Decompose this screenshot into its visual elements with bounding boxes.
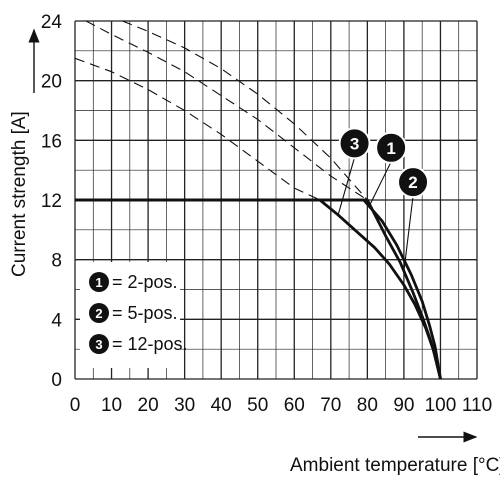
legend-item: 2 = 5-pos. — [89, 303, 178, 323]
leader-line-1 — [368, 161, 392, 207]
leader-line-3 — [337, 157, 356, 216]
leader-lines — [337, 157, 414, 272]
series-line-2-dashed — [122, 20, 368, 201]
legend-item: 3 = 12-pos. — [89, 334, 188, 354]
series-line-3-dashed — [74, 57, 321, 201]
x-tick-label: 30 — [174, 395, 195, 416]
badge-label: 3 — [350, 134, 359, 153]
x-tick-label: 70 — [320, 395, 341, 416]
badge-circle — [397, 166, 430, 199]
x-tick-label: 10 — [101, 395, 122, 416]
legend-badge-label: 2 — [95, 306, 102, 321]
y-tick-label: 24 — [41, 12, 63, 33]
badge-label: 2 — [408, 173, 417, 192]
curve-badge-1: 1 — [375, 131, 408, 164]
legend-label: = 2-pos. — [112, 272, 178, 292]
x-tick-label: 50 — [247, 395, 268, 416]
x-tick-label: 80 — [357, 395, 378, 416]
badge-label: 1 — [386, 139, 395, 158]
curves — [74, 20, 442, 380]
y-axis-title: Current strength [A] — [9, 28, 40, 277]
x-tick-label: 20 — [138, 395, 159, 416]
badge-circle — [338, 127, 371, 160]
y-tick-label: 20 — [41, 72, 62, 93]
y-tick-label: 12 — [41, 191, 62, 212]
legend-badge — [89, 303, 109, 323]
series-line-3-solid — [75, 198, 442, 380]
x-tick-label: 100 — [425, 395, 457, 416]
x-tick-label: 0 — [70, 395, 81, 416]
y-tick-label: 16 — [41, 131, 62, 152]
legend-item: 1 = 2-pos. — [89, 272, 178, 292]
legend: 1 = 2-pos. 2 = 5-pos. 3 = 12-pos. — [80, 262, 188, 368]
x-axis-title: Ambient temperature [°C] — [290, 431, 500, 476]
curve-badge-2: 2 — [397, 166, 430, 199]
legend-badge — [89, 272, 109, 292]
legend-badge-label: 3 — [95, 337, 102, 352]
x-tick-label: 40 — [211, 395, 232, 416]
legend-label: = 5-pos. — [112, 303, 178, 323]
x-axis-label: Ambient temperature [°C] — [290, 455, 500, 476]
legend-label: = 12-pos. — [112, 334, 188, 354]
legend-badge-label: 1 — [95, 275, 102, 290]
x-tick-label: 60 — [284, 395, 305, 416]
curve-badges: 3 12 — [338, 127, 430, 199]
y-tick-labels: 0 4 8 12 16 20 24 — [41, 12, 63, 391]
x-tick-labels: 0 10 20 30 40 50 60 70 80 90 100 110 — [70, 395, 492, 416]
y-axis-label: Current strength [A] — [9, 111, 30, 277]
y-tick-label: 8 — [51, 251, 62, 272]
series-line-1-dashed — [85, 20, 368, 201]
badge-circle — [375, 131, 408, 164]
x-tick-label: 110 — [462, 395, 492, 416]
legend-badge — [89, 334, 109, 354]
y-tick-label: 4 — [51, 310, 62, 331]
curve-badge-3: 3 — [338, 127, 371, 160]
leader-line-2 — [403, 196, 414, 272]
x-tick-label: 90 — [393, 395, 414, 416]
y-tick-label: 0 — [51, 370, 62, 391]
